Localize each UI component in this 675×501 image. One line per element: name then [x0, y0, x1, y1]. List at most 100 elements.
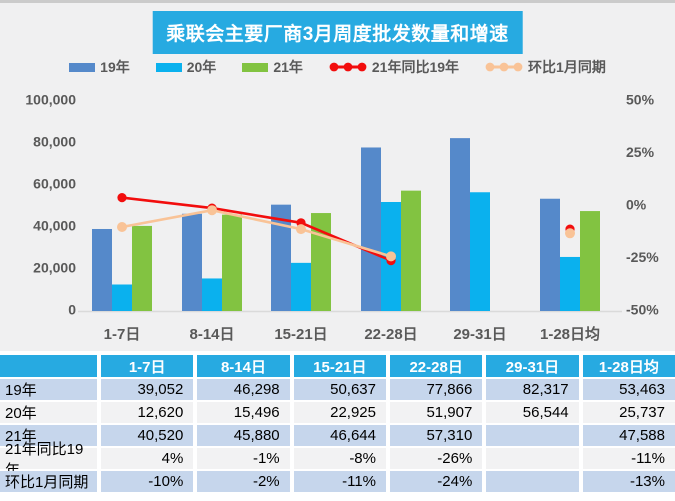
x-axis-label: 22-28日: [364, 326, 417, 343]
left-axis-tick: 20,000: [33, 260, 76, 276]
x-axis-label: 1-7日: [104, 326, 141, 343]
table-row-label: 环比1月同期: [0, 471, 97, 492]
table-cell: [486, 448, 579, 469]
table-col-header: 1-7日: [101, 355, 194, 377]
bar-20: [112, 284, 132, 311]
table-cell: -13%: [582, 471, 675, 492]
line-point: [565, 228, 575, 239]
left-axis-tick: 40,000: [33, 218, 76, 234]
bar-19: [92, 228, 112, 311]
bar-21: [401, 190, 421, 311]
table-col-header: 8-14日: [197, 355, 290, 377]
bar-19: [450, 138, 470, 311]
left-axis-tick: 80,000: [33, 134, 76, 150]
right-axis-tick: 0%: [626, 197, 647, 213]
bar-20: [291, 262, 311, 311]
legend-item-yoy-line: 21年同比19年: [329, 57, 459, 77]
table-row-label: 19年: [0, 379, 97, 400]
table-cell: 47,588: [582, 425, 675, 446]
table-row-label: 21年同比19年: [0, 441, 97, 479]
bar-20: [202, 278, 222, 311]
legend-item-bars-21: 21年: [242, 57, 303, 77]
line-point: [296, 224, 306, 235]
bar-19: [182, 213, 202, 311]
table-cell: -11%: [293, 471, 386, 492]
table-col-header: 22-28日: [390, 355, 483, 377]
table-cell: 77,866: [390, 379, 483, 400]
legend-label: 21年同比19年: [371, 59, 460, 75]
right-axis-tick: 50%: [626, 92, 655, 108]
left-axis-tick: 60,000: [33, 176, 76, 192]
table-col-header: 15-21日: [293, 355, 386, 377]
legend-label: 环比1月同期: [528, 59, 606, 75]
table-cell: 40,520: [101, 425, 194, 446]
legend-swatch-icon: [69, 62, 96, 72]
legend-item-mom-line: 环比1月同期: [485, 57, 606, 77]
bar-21: [222, 214, 242, 311]
table-cell: 39,052: [101, 379, 194, 400]
chart-legend: 19年 20年 21年 21年同比19年 环比1月同期: [0, 57, 675, 77]
table-cell: 53,463: [582, 379, 675, 400]
chart-title: 乘联会主要厂商3月周度批发数量和增速: [152, 11, 523, 54]
data-table: 1-7日 8-14日 15-21日 22-28日 29-31日 1-28日均 19年 39,0…: [0, 355, 675, 492]
bar-19: [540, 198, 560, 311]
x-axis-label: 15-21日: [274, 326, 327, 343]
table-col-header: 1-28日均: [582, 355, 675, 377]
table-cell: -10%: [101, 471, 194, 492]
line-series: [121, 196, 392, 262]
x-axis-label: 29-31日: [453, 326, 506, 343]
legend-swatch-icon: [155, 62, 182, 72]
bar-19: [361, 147, 381, 311]
bar-20: [560, 256, 580, 311]
x-axis-label: 1-28日均: [540, 325, 600, 343]
table-cell: [486, 471, 579, 492]
line-point: [117, 193, 127, 203]
table-cell: -1%: [197, 448, 290, 469]
table-cell: [486, 425, 579, 446]
left-axis-tick: 0: [68, 302, 76, 318]
right-axis-tick: 25%: [626, 144, 655, 160]
table-cell: 57,310: [390, 425, 483, 446]
table-row-label: 21年: [0, 425, 97, 446]
legend-item-bars-20: 20年: [155, 57, 217, 77]
bar-21: [580, 211, 600, 311]
table-cell: -11%: [582, 448, 675, 469]
table-cell: 45,880: [197, 425, 290, 446]
bar-19: [271, 204, 291, 311]
table-cell: -26%: [390, 448, 483, 469]
line-point: [386, 251, 396, 262]
table-cell: -24%: [390, 471, 483, 492]
table-cell: 22,925: [293, 402, 386, 423]
table-cell: 15,496: [197, 402, 290, 423]
table-cell: 46,644: [293, 425, 386, 446]
legend-label: 21年: [273, 59, 303, 75]
table-cell: 25,737: [582, 402, 675, 423]
right-axis-tick: -25%: [626, 249, 659, 265]
left-axis-tick: 100,000: [25, 92, 76, 108]
table-col-header: [0, 355, 97, 377]
line-point: [207, 205, 217, 216]
legend-swatch-icon: [242, 62, 269, 72]
table-cell: -2%: [197, 471, 290, 492]
line-series: [121, 208, 392, 258]
x-axis-label: 8-14日: [189, 326, 234, 343]
right-axis-tick: -50%: [626, 302, 659, 318]
table-cell: 50,637: [293, 379, 386, 400]
chart-canvas: 100,000 80,000 60,000 40,000 20,000 0 50% 25% 0%…: [25, 92, 659, 343]
table-cell: 12,620: [101, 402, 194, 423]
table-cell: 46,298: [197, 379, 290, 400]
table-row-label: 20年: [0, 402, 97, 423]
line-point: [117, 222, 127, 232]
legend-line-marker-icon: [329, 62, 367, 72]
table-cell: 4%: [101, 448, 194, 469]
table-cell: -8%: [293, 448, 386, 469]
bar-20: [470, 192, 490, 311]
legend-label: 20年: [186, 59, 217, 75]
table-cell: 51,907: [390, 402, 483, 423]
chart-section: 乘联会主要厂商3月周度批发数量和增速 19年 20年 21年 21年同比19年 环比1月…: [0, 0, 675, 351]
legend-label: 19年: [100, 59, 130, 75]
table-cell: 82,317: [486, 379, 579, 400]
legend-item-bars-19: 19年: [69, 57, 130, 77]
table-col-header: 29-31日: [486, 355, 579, 377]
bar-21: [132, 225, 152, 311]
